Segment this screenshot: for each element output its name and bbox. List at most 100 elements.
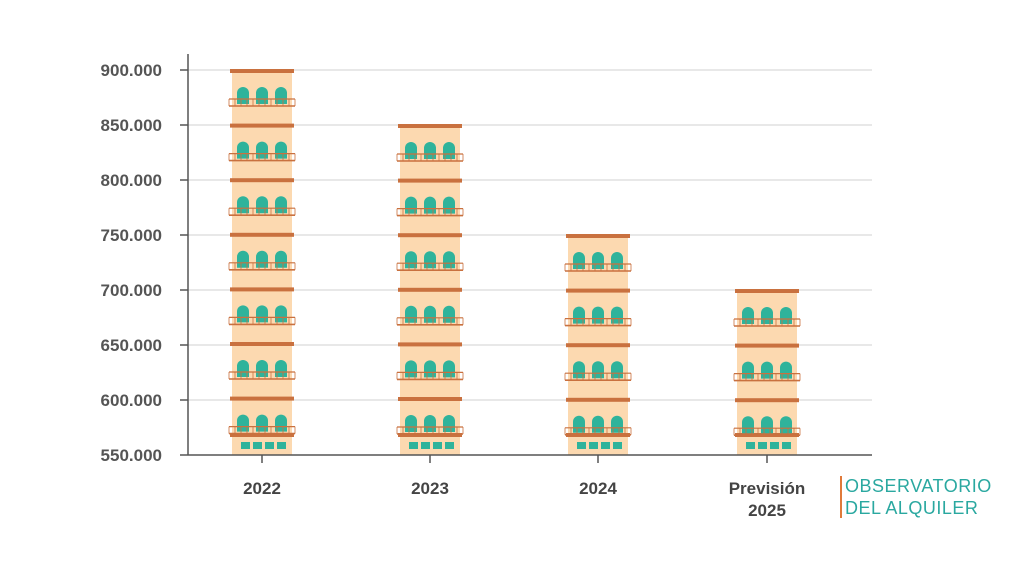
bar-cornice [566,234,630,238]
window [256,250,268,268]
window [405,251,417,269]
window [275,250,287,268]
ground-window [445,442,454,449]
bar-cornice [735,289,799,293]
window [443,196,455,214]
window [443,142,455,159]
window [237,250,249,268]
x-tick-label: 2024 [579,479,617,498]
floor-band [230,178,294,183]
ground-window [433,442,442,449]
y-tick-label: 900.000 [101,61,162,80]
window [611,361,623,379]
bar [228,69,296,455]
window [424,305,436,323]
floor-band [230,342,294,346]
window [256,305,268,323]
window [742,307,754,324]
bar [396,124,464,455]
y-tick-label: 650.000 [101,336,162,355]
window [592,361,604,379]
window [573,306,585,324]
y-tick-label: 600.000 [101,391,162,410]
window [573,361,585,379]
y-tick-label: 550.000 [101,446,162,465]
window [237,87,249,104]
logo-line-2: DEL ALQUILER [845,498,979,518]
window [275,196,287,214]
window [573,252,585,269]
window [237,360,249,377]
window [592,306,604,324]
window [611,252,623,269]
window [443,360,455,378]
window [592,415,604,433]
grid-lines [188,69,872,401]
floor-band [566,288,630,293]
floor-band [735,343,799,348]
floor-band [230,123,294,128]
ground-window [746,442,755,449]
ground-window [613,442,622,449]
window [275,360,287,377]
tick-labels: 550.000 600.000 650.000 700.000 750.000 800.0… [101,61,806,520]
window [405,142,417,159]
floor-band [230,287,294,292]
window [275,141,287,159]
window [443,251,455,269]
logo-accent-bar [840,476,842,518]
floor-band [398,178,462,183]
bar [564,234,632,455]
window [405,360,417,378]
floor-band [230,232,294,237]
floor-band [398,287,462,292]
ground-window [409,442,418,449]
bar [733,289,801,455]
window [611,306,623,324]
window [761,416,773,434]
ground-window [265,442,274,449]
window [275,87,287,104]
window [237,305,249,323]
ground-window [421,442,430,449]
window [256,87,268,104]
window [761,361,773,379]
window [405,196,417,214]
axes [180,54,872,463]
window [405,305,417,323]
bar-cornice [398,124,462,128]
window [424,142,436,159]
x-tick-label: Previsión [729,479,806,498]
window [443,415,455,432]
ground-window [577,442,586,449]
y-tick-label: 850.000 [101,116,162,135]
window [424,251,436,269]
floor-band [566,397,630,402]
window [256,360,268,377]
window [611,415,623,433]
ground-window [241,442,250,449]
floor-band [398,233,462,238]
ground-window [601,442,610,449]
y-tick-label: 700.000 [101,281,162,300]
window [780,361,792,379]
ground-window [770,442,779,449]
x-tick-label: 2022 [243,479,281,498]
window [275,414,287,432]
window [424,196,436,214]
window [443,305,455,323]
window [780,307,792,324]
x-tick-label: 2025 [748,501,786,520]
window [256,141,268,159]
window [761,307,773,324]
window [742,361,754,379]
window [237,196,249,214]
ground-window [277,442,286,449]
window [424,415,436,432]
logo-line-1: OBSERVATORIO [845,476,992,496]
ground-window [758,442,767,449]
bar-cornice [230,69,294,73]
window [424,360,436,378]
floor-band [230,396,294,401]
